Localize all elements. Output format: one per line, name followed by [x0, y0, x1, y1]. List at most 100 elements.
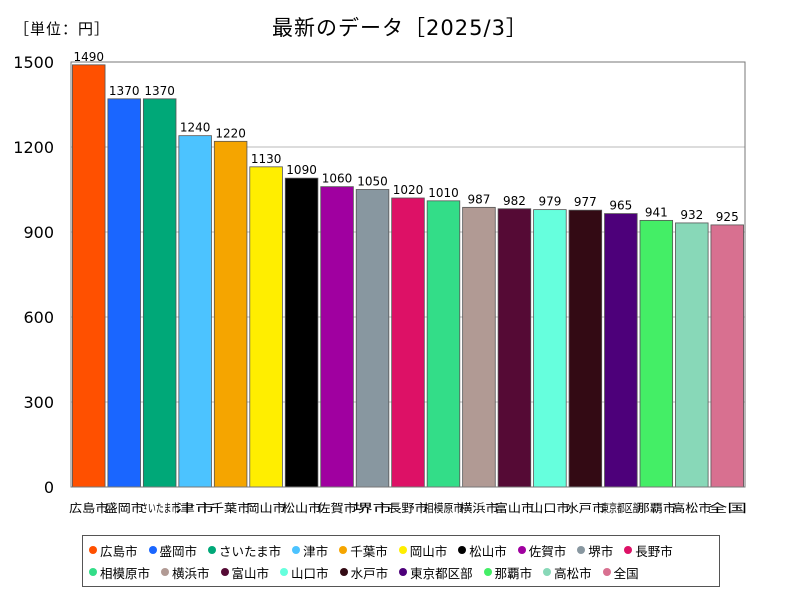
legend-marker — [458, 546, 467, 554]
legend-marker — [280, 568, 289, 576]
x-tick-label: 堺市 — [353, 501, 392, 515]
bar — [249, 166, 283, 488]
legend-label: 山口市 — [291, 565, 329, 581]
x-tick-label: 那覇市 — [637, 501, 676, 515]
legend-label: 長野市 — [635, 543, 673, 559]
y-tick-label: 300 — [23, 393, 54, 412]
unit-label: ［単位：円］ — [14, 20, 111, 38]
legend-marker — [339, 546, 348, 554]
legend-marker — [208, 546, 217, 554]
legend-marker — [624, 546, 633, 554]
x-tick-label: 東京都区部 — [601, 501, 640, 515]
x-tick-label: 横浜市 — [459, 501, 498, 515]
legend-marker — [602, 568, 611, 576]
legend-label: 水戸市 — [350, 565, 389, 581]
legend-label: 松山市 — [469, 543, 507, 559]
legend-marker — [399, 568, 408, 576]
legend-item: 佐賀市 — [517, 539, 567, 561]
legend-item: 津市 — [292, 539, 328, 561]
bar — [355, 189, 390, 488]
bar — [639, 219, 674, 488]
x-tick-label: 水戸市 — [566, 501, 605, 515]
legend-marker — [339, 568, 348, 576]
legend-item: 相模原市 — [89, 561, 150, 583]
legend-marker — [89, 546, 97, 554]
x-tick-label: 山口市 — [530, 501, 569, 515]
bar — [533, 209, 567, 488]
x-tick-label: 岡山市 — [246, 501, 285, 515]
legend-item: 盛岡市 — [148, 539, 198, 561]
bar — [426, 200, 461, 488]
bar — [107, 98, 141, 488]
legend-marker — [398, 546, 407, 554]
legend-label: 東京都区部 — [410, 565, 473, 581]
x-tick-label: 高松市 — [672, 501, 711, 515]
y-tick-label: 0 — [44, 478, 54, 497]
legend-item: 千葉市 — [339, 539, 388, 561]
bar — [391, 197, 425, 488]
value-label: 925 — [716, 210, 739, 224]
legend-label: 岡山市 — [409, 543, 448, 559]
y-tick-label: 900 — [23, 223, 54, 242]
legend-marker — [543, 568, 552, 576]
legend-label: さいたま市 — [219, 543, 282, 559]
value-label: 982 — [503, 194, 526, 208]
value-label: 1050 — [357, 175, 388, 189]
legend-item: 全国 — [602, 561, 639, 583]
legend-item: 那覇市 — [483, 561, 532, 583]
legend-label: 盛岡市 — [159, 543, 198, 559]
legend-marker — [161, 568, 170, 576]
bar — [320, 186, 354, 488]
bar — [462, 206, 496, 488]
y-tick-label: 1500 — [13, 53, 54, 72]
legend-marker — [577, 546, 586, 554]
bar — [142, 98, 177, 488]
x-tick-label: 千葉市 — [211, 501, 250, 515]
value-label: 987 — [467, 192, 490, 206]
value-label: 979 — [538, 195, 561, 209]
legend-item: 松山市 — [458, 539, 507, 561]
legend-marker — [292, 546, 301, 554]
value-label: 1490 — [73, 50, 104, 64]
bar — [213, 140, 248, 488]
plot-frame — [70, 61, 746, 488]
value-label: 1240 — [180, 121, 211, 135]
value-label: 977 — [574, 195, 597, 209]
bar — [675, 222, 709, 488]
bar — [710, 224, 744, 488]
legend-marker — [483, 568, 492, 576]
value-label: 1090 — [286, 163, 317, 177]
bar — [604, 213, 638, 488]
legend-label: 全国 — [613, 565, 639, 581]
x-tick-label: 津市 — [175, 501, 214, 515]
y-tick-label: 1200 — [13, 138, 54, 157]
x-tick-label: 広島市 — [69, 501, 108, 515]
value-label: 1130 — [251, 152, 282, 166]
x-tick-label: 佐賀市 — [317, 501, 356, 515]
legend-label: 横浜市 — [172, 565, 210, 581]
x-tick-label: 富山市 — [495, 501, 534, 515]
legend-item: 広島市 — [89, 539, 138, 561]
legend-label: 富山市 — [231, 565, 270, 581]
legend-item: 岡山市 — [398, 539, 448, 561]
legend-label: 高松市 — [554, 565, 592, 581]
legend-item: 東京都区部 — [399, 561, 473, 583]
value-label: 1370 — [144, 84, 175, 98]
value-label: 932 — [680, 208, 703, 222]
x-tick-label: さいたま市 — [140, 501, 179, 515]
bar — [497, 208, 532, 488]
chart-title: 最新のデータ［2025/3］ — [272, 16, 528, 40]
legend-item: 水戸市 — [339, 561, 389, 583]
value-label: 965 — [609, 199, 632, 213]
legend-item: 富山市 — [220, 561, 270, 583]
legend-label: 佐賀市 — [528, 543, 567, 559]
value-label: 1060 — [322, 172, 353, 186]
legend-label: 相模原市 — [100, 565, 151, 581]
legend-item: さいたま市 — [208, 539, 281, 561]
legend-label: 堺市 — [588, 543, 614, 559]
legend: 広島市 盛岡市 さいたま市 津市 千葉市 岡山市 松山市 佐賀市 堺市 長野市相模原市 横浜市 富山市… — [82, 535, 720, 587]
bar — [72, 64, 106, 488]
legend-marker — [220, 568, 229, 576]
legend-label: 広島市 — [100, 543, 138, 559]
